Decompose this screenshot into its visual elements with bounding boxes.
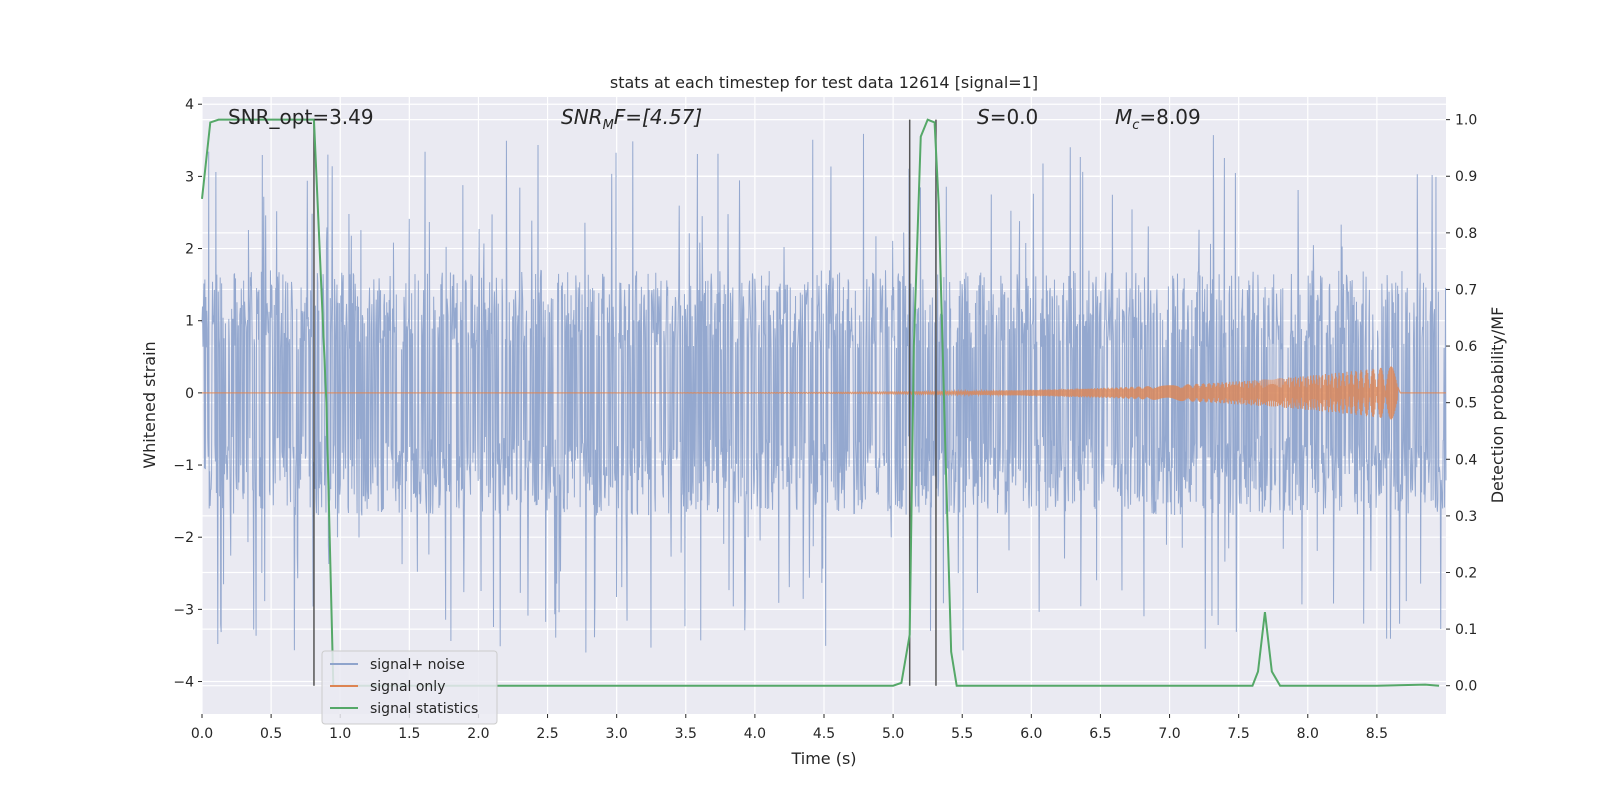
y-tick-label-5: −1 bbox=[173, 458, 194, 474]
x-tick-label-0: 0.0 bbox=[191, 726, 213, 742]
x-tick-label-12: 6.0 bbox=[1020, 726, 1042, 742]
annotation-snr-mf: SNRMF=[4.57] bbox=[561, 105, 702, 133]
y2-tick-label-0: 1.0 bbox=[1455, 113, 1477, 129]
y2-tick-label-5: 0.5 bbox=[1455, 396, 1477, 412]
x-tick-label-1: 0.5 bbox=[260, 726, 282, 742]
y2-tick-label-6: 0.4 bbox=[1455, 452, 1477, 468]
x-tick-label-14: 7.0 bbox=[1158, 726, 1180, 742]
statistics-line bbox=[201, 118, 1440, 687]
y2-tick-label-4: 0.6 bbox=[1455, 339, 1477, 355]
y2-tick-label-8: 0.2 bbox=[1455, 565, 1477, 581]
y-tick-label-8: −4 bbox=[173, 675, 194, 691]
legend-label-signal-statistics: signal statistics bbox=[370, 701, 478, 717]
x-tick-label-17: 8.5 bbox=[1366, 726, 1388, 742]
y-tick-label-7: −3 bbox=[173, 602, 194, 618]
series-signal-statistics bbox=[201, 118, 1440, 687]
x-tick-label-8: 4.0 bbox=[744, 726, 766, 742]
annotation-snr-opt: SNR_opt=3.49 bbox=[228, 105, 374, 129]
x-axis-label: Time (s) bbox=[790, 749, 856, 768]
signal-only-line bbox=[202, 366, 1446, 420]
y2-tick-label-7: 0.3 bbox=[1455, 509, 1477, 525]
chart-title: stats at each timestep for test data 126… bbox=[610, 73, 1038, 92]
y2-axis-label: Detection probability/MF bbox=[1488, 307, 1507, 504]
x-tick-label-2: 1.0 bbox=[329, 726, 351, 742]
legend-label-signal-noise: signal+ noise bbox=[370, 657, 465, 673]
y-axis-label: Whitened strain bbox=[140, 341, 159, 468]
x-axis: 0.0 0.5 1.0 1.5 2.0 2.5 3.0 3.5 4.0 4.5 5.0 5.5 6.0 6… bbox=[191, 714, 1388, 742]
y-tick-label-6: −2 bbox=[173, 530, 194, 546]
series-signal-noise bbox=[201, 133, 1447, 653]
legend-label-signal-only: signal only bbox=[370, 679, 445, 695]
legend-box bbox=[321, 650, 498, 725]
y-tick-label-4: 0 bbox=[185, 386, 194, 402]
x-tick-label-10: 5.0 bbox=[882, 726, 904, 742]
x-tick-label-15: 7.5 bbox=[1228, 726, 1250, 742]
y2-tick-label-3: 0.7 bbox=[1455, 282, 1477, 298]
y-tick-label-2: 2 bbox=[185, 242, 194, 258]
y-axis-left: 4 3 2 1 0 −1 −2 −3 −4 bbox=[173, 97, 202, 691]
legend: signal+ noise signal only signal statist… bbox=[321, 650, 498, 725]
x-tick-label-9: 4.5 bbox=[813, 726, 835, 742]
x-tick-label-6: 3.0 bbox=[606, 726, 628, 742]
x-tick-label-5: 2.5 bbox=[536, 726, 558, 742]
y2-tick-label-9: 0.1 bbox=[1455, 622, 1477, 638]
y-axis-right: 1.0 0.9 0.8 0.7 0.6 0.5 0.4 0.3 0.2 0.1 0.0 bbox=[1446, 113, 1477, 695]
y2-tick-label-10: 0.0 bbox=[1455, 679, 1477, 695]
x-tick-label-3: 1.5 bbox=[398, 726, 420, 742]
series-signal-only bbox=[202, 366, 1446, 420]
y-tick-label-0: 4 bbox=[185, 97, 194, 113]
y-tick-label-3: 1 bbox=[185, 314, 194, 330]
x-tick-label-4: 2.0 bbox=[467, 726, 489, 742]
noise-line bbox=[201, 133, 1447, 653]
y-tick-label-1: 3 bbox=[185, 169, 194, 185]
annotation-s-value: S=0.0 bbox=[977, 105, 1038, 129]
annotation-mc-value: Mc=8.09 bbox=[1115, 105, 1201, 133]
y2-tick-label-1: 0.9 bbox=[1455, 169, 1477, 185]
x-tick-label-7: 3.5 bbox=[675, 726, 697, 742]
x-tick-label-13: 6.5 bbox=[1089, 726, 1111, 742]
x-tick-label-11: 5.5 bbox=[951, 726, 973, 742]
x-tick-label-16: 8.0 bbox=[1297, 726, 1319, 742]
y2-tick-label-2: 0.8 bbox=[1455, 226, 1477, 242]
